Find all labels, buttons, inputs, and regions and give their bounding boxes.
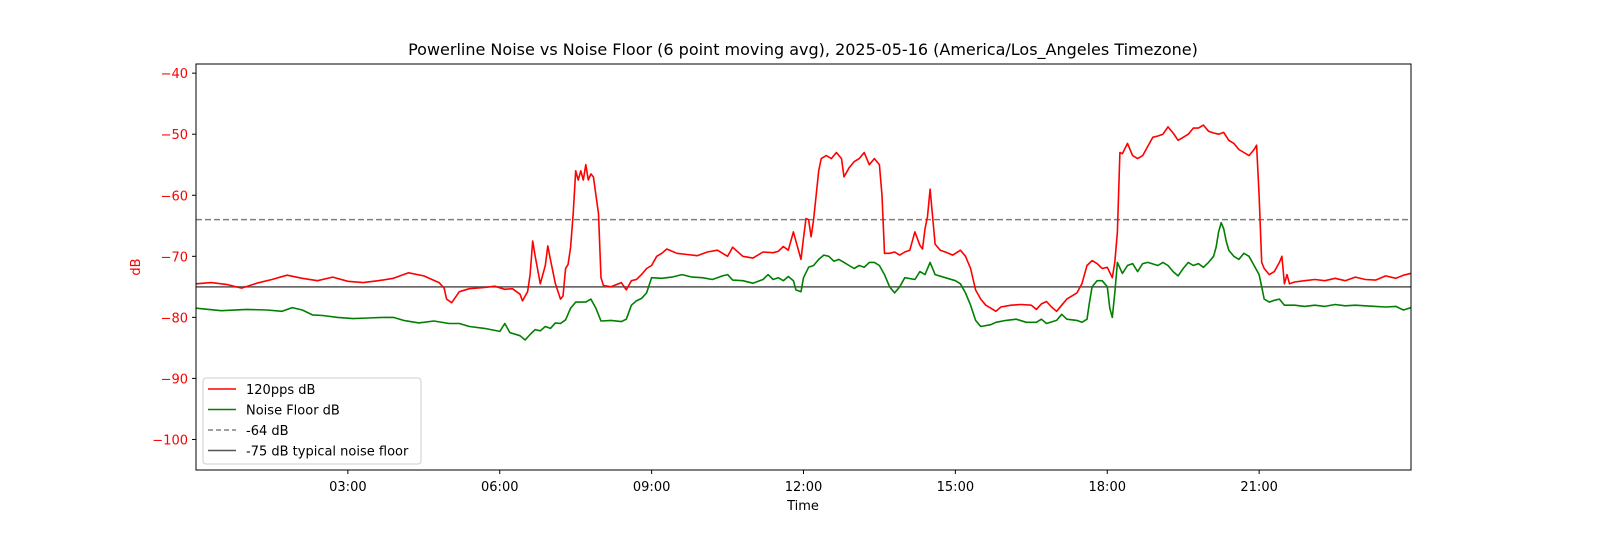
x-tick-label: 18:00 <box>1089 480 1126 495</box>
legend: 120pps dB Noise Floor dB -64 dB -75 dB typi… <box>202 377 422 465</box>
plot-frame <box>195 63 1412 471</box>
legend-label: -75 dB typical noise floor <box>246 445 409 460</box>
y-tick-label: −80 <box>161 311 188 326</box>
y-tick-label: −90 <box>161 372 188 387</box>
reference-lines <box>196 218 1411 288</box>
y-tick-label: −70 <box>161 250 188 265</box>
series-line-1 <box>196 221 1411 341</box>
y-axis-label: dB <box>129 258 144 275</box>
x-tick-label: 09:00 <box>633 480 670 495</box>
y-tick-label: −60 <box>161 189 188 204</box>
x-axis-label: Time <box>786 499 819 514</box>
x-tick-label: 21:00 <box>1240 480 1277 495</box>
x-axis-ticks: 03:00 06:00 09:00 12:00 15:00 18:00 21:00 <box>329 470 1278 495</box>
chart-title: Powerline Noise vs Noise Floor (6 point … <box>408 40 1198 60</box>
y-axis-ticks: −100 −90 −80 −70 −60 −50 −40 <box>152 67 196 448</box>
y-tick-label: −100 <box>152 433 188 448</box>
legend-label: Noise Floor dB <box>246 404 340 419</box>
legend-box <box>202 377 422 465</box>
x-tick-label: 06:00 <box>481 480 518 495</box>
series-line-0 <box>196 124 1411 313</box>
x-tick-label: 15:00 <box>937 480 974 495</box>
series-lines <box>196 124 1411 341</box>
x-tick-label: 03:00 <box>329 480 366 495</box>
legend-label: -64 dB <box>246 424 289 439</box>
y-tick-label: −40 <box>161 67 188 82</box>
x-tick-label: 12:00 <box>785 480 822 495</box>
y-tick-label: −50 <box>161 128 188 143</box>
legend-label: 120pps dB <box>246 383 315 398</box>
